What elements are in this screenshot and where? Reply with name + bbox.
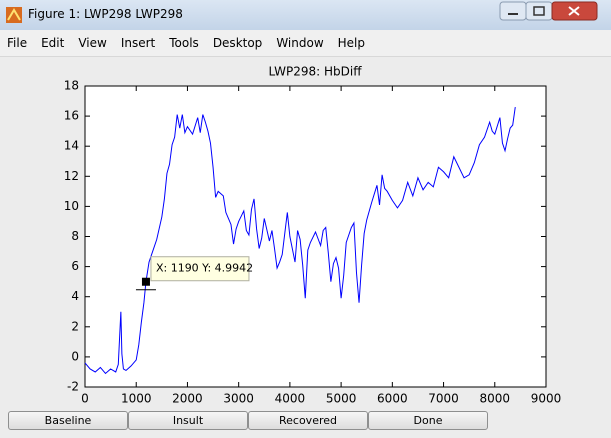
y-tick-label: 10 (64, 199, 79, 213)
menu-item[interactable]: Insert (120, 36, 156, 50)
menu-item[interactable]: View (78, 36, 107, 50)
y-tick-label: 8 (71, 229, 79, 243)
button[interactable]: Done (368, 411, 488, 430)
button[interactable]: Insult (128, 411, 248, 430)
window-title: Figure 1: LWP298 LWP298 (28, 7, 183, 21)
x-tick-label: 8000 (480, 392, 511, 406)
button[interactable]: Baseline (8, 411, 128, 430)
menu-item[interactable]: Desktop (212, 36, 263, 50)
y-tick-label: 18 (64, 79, 79, 93)
button[interactable]: Recovered (248, 411, 368, 430)
x-tick-label: 4000 (275, 392, 306, 406)
x-tick-label: 0 (81, 392, 89, 406)
x-tick-label: 5000 (326, 392, 357, 406)
y-tick-label: 2 (71, 319, 79, 333)
menu-item[interactable]: File (7, 36, 28, 50)
menu-item[interactable]: Window (276, 36, 324, 50)
x-tick-label: 9000 (531, 392, 562, 406)
app-icon (6, 7, 22, 23)
datatip-label: X: 1190 Y: 4.9942 (156, 262, 253, 275)
chart: LWP298: HbDiff 0 1000 2000 3000 4000 5000 6000… (64, 65, 562, 406)
y-tick-label: 12 (64, 169, 79, 183)
y-tick-label: 6 (71, 259, 79, 273)
menu-bar: File Edit View Insert Tools Desktop Window Help (0, 30, 611, 57)
datatip-box (150, 256, 250, 282)
datatip-marker (141, 277, 150, 286)
menu-item[interactable]: Help (337, 36, 365, 50)
x-tick-label: 7000 (428, 392, 459, 406)
menu-item[interactable]: Tools (169, 36, 199, 50)
y-tick-label: -2 (67, 380, 79, 394)
y-tick-label: 4 (71, 289, 79, 303)
menu-item[interactable]: Edit (41, 36, 65, 50)
app-icon-glyph (7, 8, 21, 21)
y-tick-label: 14 (64, 139, 79, 153)
close-glyph (568, 6, 580, 16)
y-tick-label: 16 (64, 109, 79, 123)
x-tick-label: 3000 (223, 392, 254, 406)
chart-title: LWP298: HbDiff (269, 65, 363, 79)
data-line (84, 106, 516, 375)
maximize-glyph (533, 6, 545, 16)
x-tick-label: 6000 (377, 392, 408, 406)
y-tick-label: 0 (71, 349, 79, 363)
title-bar: Figure 1: LWP298 LWP298 (0, 0, 611, 31)
x-tick-label: 2000 (172, 392, 203, 406)
x-tick-label: 1000 (121, 392, 152, 406)
plot-area (84, 85, 547, 388)
title-icons (6, 1, 598, 23)
